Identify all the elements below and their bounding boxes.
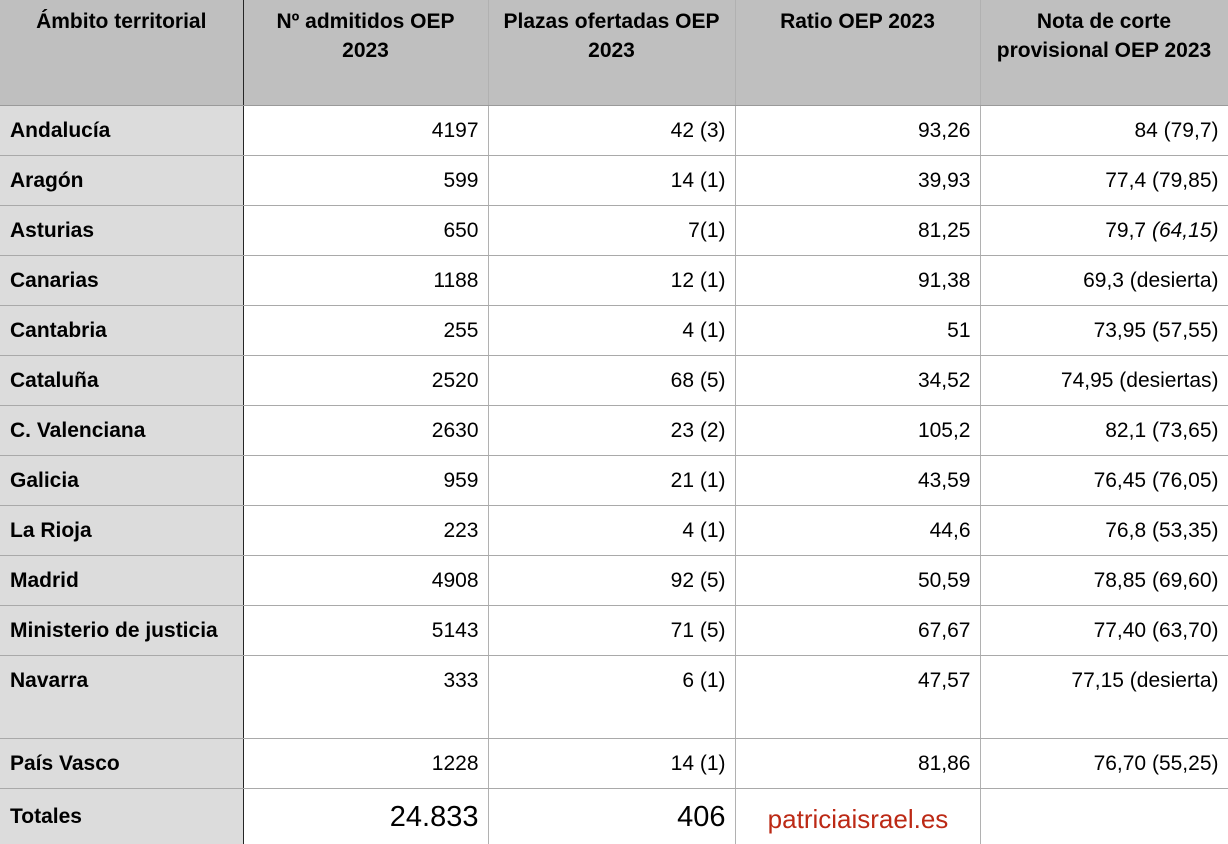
cell-admitted: 650 (243, 205, 489, 256)
cell-nota: 76,8 (53,35) (980, 505, 1228, 556)
cell-plazas: 4 (1) (488, 505, 736, 556)
cell-admitted: 4908 (243, 555, 489, 606)
cell-territory: Navarra (0, 655, 244, 739)
cell-plazas: 92 (5) (488, 555, 736, 606)
cell-admitted: 2630 (243, 405, 489, 456)
cell-territory: Aragón (0, 155, 244, 206)
column-header-ratio: Ratio OEP 2023 (735, 0, 981, 106)
cell-ratio: 67,67 (735, 605, 981, 656)
table-row: La Rioja 223 4 (1) 44,6 76,8 (53,35) (0, 505, 1228, 556)
cell-ratio: 44,6 (735, 505, 981, 556)
table-row: Madrid 4908 92 (5) 50,59 78,85 (69,60) (0, 555, 1228, 606)
totals-plazas: 406 (488, 788, 736, 844)
cell-admitted: 1228 (243, 738, 489, 789)
table-row: Canarias 1188 12 (1) 91,38 69,3 (desierta) (0, 255, 1228, 306)
cell-territory: Andalucía (0, 105, 244, 156)
totals-empty-cell (980, 788, 1228, 844)
cell-nota: 77,4 (79,85) (980, 155, 1228, 206)
cell-plazas: 7(1) (488, 205, 736, 256)
cell-ratio: 34,52 (735, 355, 981, 406)
table-row: Navarra 333 6 (1) 47,57 77,15 (desierta) (0, 655, 1228, 739)
cell-admitted: 333 (243, 655, 489, 739)
cell-plazas: 4 (1) (488, 305, 736, 356)
cell-admitted: 599 (243, 155, 489, 206)
totals-row: Totales 24.833 406 patriciaisrael.es (0, 788, 1228, 844)
cell-territory: Asturias (0, 205, 244, 256)
cell-ratio: 47,57 (735, 655, 981, 739)
header-row: Ámbito territorial Nº admitidos OEP 2023… (0, 0, 1228, 106)
cell-nota: 82,1 (73,65) (980, 405, 1228, 456)
column-header-plazas-ofertadas: Plazas ofertadas OEP 2023 (488, 0, 736, 106)
cell-nota: 77,15 (desierta) (980, 655, 1228, 739)
totals-label: Totales (0, 788, 244, 844)
table-row: Aragón 599 14 (1) 39,93 77,4 (79,85) (0, 155, 1228, 206)
cell-plazas: 6 (1) (488, 655, 736, 739)
cell-ratio: 81,25 (735, 205, 981, 256)
table-row: Cantabria 255 4 (1) 51 73,95 (57,55) (0, 305, 1228, 356)
cell-territory: Galicia (0, 455, 244, 506)
cell-nota: 84 (79,7) (980, 105, 1228, 156)
table-header: Ámbito territorial Nº admitidos OEP 2023… (0, 0, 1228, 106)
cell-ratio: 81,86 (735, 738, 981, 789)
cell-admitted: 5143 (243, 605, 489, 656)
cell-territory: País Vasco (0, 738, 244, 789)
cell-territory: Canarias (0, 255, 244, 306)
table-row: C. Valenciana 2630 23 (2) 105,2 82,1 (73,65) (0, 405, 1228, 456)
cell-ratio: 43,59 (735, 455, 981, 506)
watermark-text: patriciaisrael.es (735, 788, 981, 844)
cell-territory: Ministerio de justicia (0, 605, 244, 656)
cell-plazas: 42 (3) (488, 105, 736, 156)
table-row: Ministerio de justicia 5143 71 (5) 67,67 77,… (0, 605, 1228, 656)
cell-nota: 78,85 (69,60) (980, 555, 1228, 606)
cell-ratio: 51 (735, 305, 981, 356)
cell-ratio: 50,59 (735, 555, 981, 606)
cell-territory: Cantabria (0, 305, 244, 356)
cell-admitted: 959 (243, 455, 489, 506)
cell-plazas: 23 (2) (488, 405, 736, 456)
cell-plazas: 12 (1) (488, 255, 736, 306)
cell-nota: 76,70 (55,25) (980, 738, 1228, 789)
cell-ratio: 39,93 (735, 155, 981, 206)
column-header-admitidos: Nº admitidos OEP 2023 (243, 0, 489, 106)
cell-nota: 73,95 (57,55) (980, 305, 1228, 356)
totals-section: Totales 24.833 406 patriciaisrael.es (0, 788, 1228, 844)
cell-nota: 77,40 (63,70) (980, 605, 1228, 656)
cell-admitted: 1188 (243, 255, 489, 306)
cell-ratio: 105,2 (735, 405, 981, 456)
cell-nota: 69,3 (desierta) (980, 255, 1228, 306)
table-row: País Vasco 1228 14 (1) 81,86 76,70 (55,25) (0, 738, 1228, 789)
cell-nota: 79,7 (64,15) (980, 205, 1228, 256)
table-row: Andalucía 4197 42 (3) 93,26 84 (79,7) (0, 105, 1228, 156)
table-row: Asturias 650 7(1) 81,25 79,7 (64,15) (0, 205, 1228, 256)
cell-plazas: 21 (1) (488, 455, 736, 506)
column-header-ambito-territorial: Ámbito territorial (0, 0, 244, 106)
cell-ratio: 91,38 (735, 255, 981, 306)
cell-nota-italic: (64,15) (1151, 218, 1219, 242)
column-header-nota-de-corte: Nota de corte provisional OEP 2023 (980, 0, 1228, 106)
cell-admitted: 255 (243, 305, 489, 356)
totals-admitted: 24.833 (243, 788, 489, 844)
cell-nota: 74,95 (desiertas) (980, 355, 1228, 406)
cell-nota: 76,45 (76,05) (980, 455, 1228, 506)
cell-plazas: 68 (5) (488, 355, 736, 406)
cell-ratio: 93,26 (735, 105, 981, 156)
cell-territory: Cataluña (0, 355, 244, 406)
cell-plazas: 71 (5) (488, 605, 736, 656)
cell-admitted: 223 (243, 505, 489, 556)
cell-plazas: 14 (1) (488, 738, 736, 789)
cell-plazas: 14 (1) (488, 155, 736, 206)
table-row: Galicia 959 21 (1) 43,59 76,45 (76,05) (0, 455, 1228, 506)
cell-territory: La Rioja (0, 505, 244, 556)
cell-territory: C. Valenciana (0, 405, 244, 456)
table-body: Andalucía 4197 42 (3) 93,26 84 (79,7) Aragón 5… (0, 105, 1228, 789)
cell-admitted: 4197 (243, 105, 489, 156)
cell-admitted: 2520 (243, 355, 489, 406)
table-row: Cataluña 2520 68 (5) 34,52 74,95 (desiertas) (0, 355, 1228, 406)
cell-territory: Madrid (0, 555, 244, 606)
